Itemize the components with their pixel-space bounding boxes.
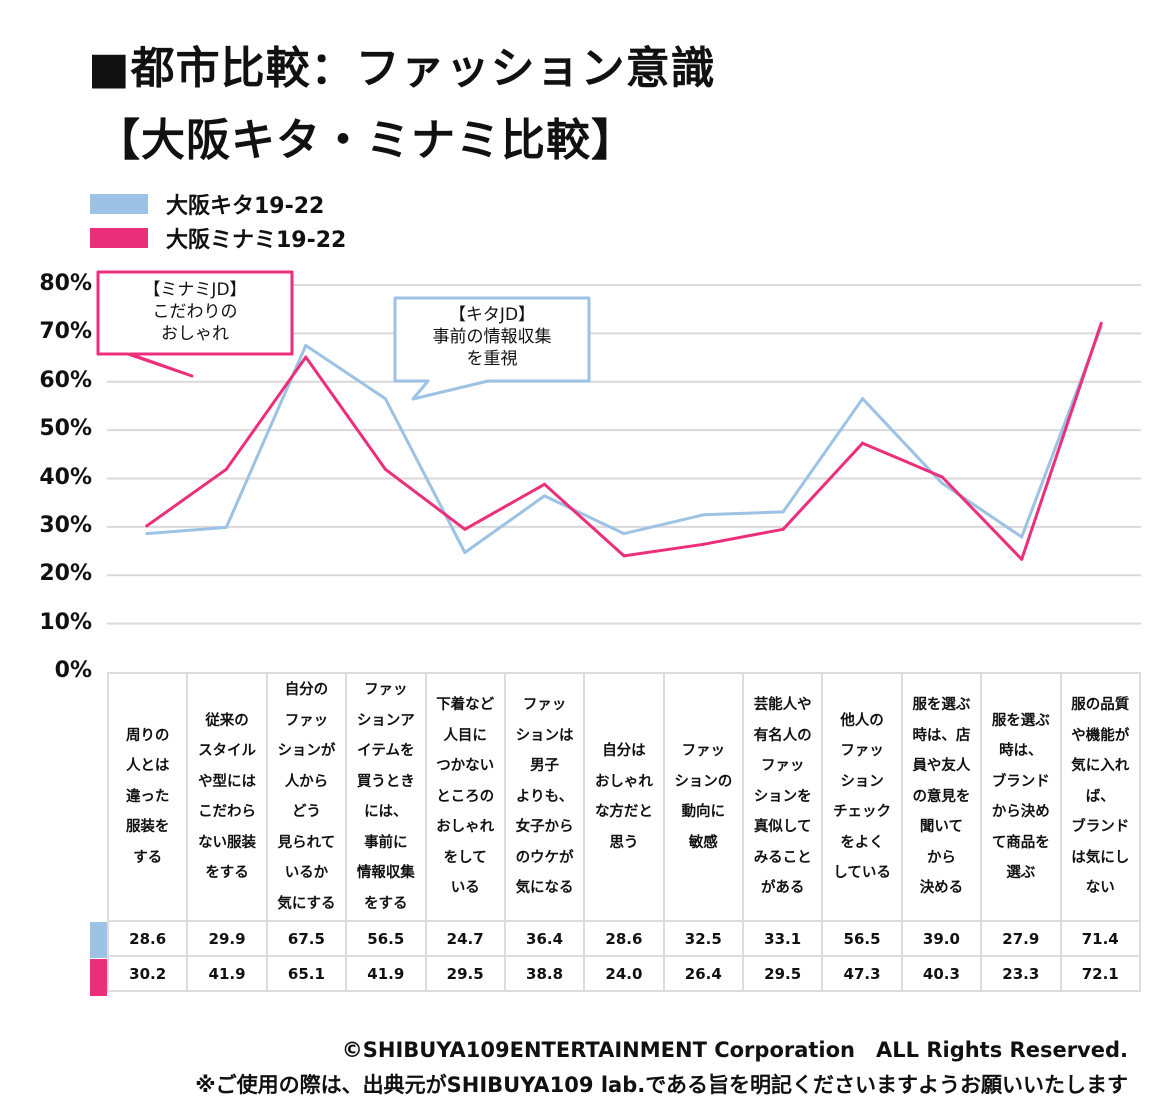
data-label: 72.1: [1059, 955, 1141, 992]
callout-kita-text: 【キタJD】 事前の情報収集 を重視: [432, 305, 552, 369]
table-row-minami: 30.2 41.9 65.1 41.9 29.5 38.8 24.0 26.4 29.5 47.3…: [106, 955, 1141, 992]
category-label: 自分の ファッ ションが 人から どう 見られて いるか 気にする: [265, 672, 348, 922]
data-point: [1099, 321, 1103, 325]
data-point: [463, 527, 467, 531]
data-point: [702, 542, 706, 546]
data-label: 29.5: [741, 955, 824, 992]
data-label: 41.9: [186, 955, 268, 992]
data-point: [383, 467, 387, 471]
data-point: [861, 397, 865, 401]
series-line-minami: [145, 322, 1103, 561]
data-point: [1020, 535, 1024, 539]
y-tick-label: 20%: [39, 561, 92, 587]
table-row-kita: 28.6 29.9 67.5 56.5 24.7 36.4 28.6 32.5 33.1 56.5…: [106, 920, 1141, 957]
data-point: [383, 397, 387, 401]
data-point: [1020, 557, 1024, 561]
legend-label-minami: 大阪ミナミ19-22: [166, 228, 347, 253]
data-point: [940, 481, 944, 485]
y-tick-label: 30%: [39, 512, 92, 538]
y-tick-label: 40%: [39, 464, 92, 490]
chart-title-line2: 【大阪キタ・ミナミ比較】: [96, 115, 636, 166]
data-label: 38.8: [503, 955, 586, 992]
series-line-kita: [146, 326, 1103, 554]
data-point: [622, 554, 626, 558]
data-label: 28.6: [106, 920, 189, 957]
data-point: [940, 475, 944, 479]
row-color-kita: [90, 922, 107, 958]
data-label: 32.5: [662, 920, 745, 957]
data-point: [781, 527, 785, 531]
category-label: 服を選ぶ 時は、店 員や友人 の意見を 聞いて から 決める: [900, 672, 983, 922]
category-label: 下着など 人目に つかない ところの おしゃれ をして いる: [424, 672, 506, 922]
data-point: [145, 532, 149, 536]
y-tick-label: 10%: [39, 609, 92, 635]
category-label: 自分は おしゃれ な方だと 思う: [583, 672, 665, 922]
data-label: 41.9: [345, 955, 427, 992]
copyright-text: ©SHIBUYA109ENTERTAINMENT Corporation ALL…: [341, 1038, 1128, 1062]
data-label: 47.3: [821, 955, 903, 992]
category-label: ファッ ションの 動向に 敏感: [662, 672, 745, 922]
category-label: 服を選ぶ 時は、 ブランド から決め て商品を 選ぶ: [980, 672, 1062, 922]
data-point: [145, 524, 149, 528]
category-label: ファッ ションは 男子 よりも、 女子から のウケが 気になる: [503, 672, 586, 922]
data-label: 39.0: [900, 920, 983, 957]
data-point: [622, 532, 626, 536]
legend-swatch-minami: [90, 228, 148, 248]
data-label: 56.5: [821, 920, 903, 957]
usage-note: ※ご使用の際は、出典元がSHIBUYA109 lab.である旨を明記くださいます…: [195, 1073, 1128, 1097]
category-header-row: 周りの 人とは 違った 服装を する 従来の スタイル や型には こだわら ない服…: [106, 672, 1141, 922]
chart-title-line1: ■都市比較：ファッション意識: [88, 43, 716, 94]
data-point: [304, 343, 308, 347]
data-label: 65.1: [265, 955, 348, 992]
category-label: 従来の スタイル や型には こだわら ない服装 をする: [186, 672, 268, 922]
data-point: [304, 355, 308, 359]
legend-item-minami: 大阪ミナミ19-22: [90, 222, 346, 254]
data-label: 30.2: [106, 955, 189, 992]
data-table: 周りの 人とは 違った 服装を する 従来の スタイル や型には こだわら ない服…: [106, 672, 1141, 992]
data-label: 26.4: [662, 955, 745, 992]
data-label: 24.7: [424, 920, 506, 957]
legend-item-kita: 大阪キタ19-22: [90, 188, 324, 220]
y-tick-label: 60%: [39, 367, 92, 393]
data-point: [861, 441, 865, 445]
y-tick-label: 50%: [39, 416, 92, 442]
callout-minami-bubble: [96, 270, 294, 378]
data-label: 67.5: [265, 920, 348, 957]
category-label: 芸能人や 有名人の ファッ ションを 真似して みること がある: [741, 672, 824, 922]
y-tick-label: 80%: [39, 271, 92, 296]
data-label: 27.9: [980, 920, 1062, 957]
data-point: [224, 467, 228, 471]
data-label: 29.5: [424, 955, 506, 992]
y-tick-label: 0%: [54, 658, 92, 683]
data-label: 24.0: [583, 955, 665, 992]
data-label: 71.4: [1059, 920, 1141, 957]
category-label: 周りの 人とは 違った 服装を する: [106, 672, 189, 922]
data-point: [542, 494, 546, 498]
data-point: [781, 510, 785, 514]
data-label: 36.4: [503, 920, 586, 957]
legend-label-kita: 大阪キタ19-22: [166, 194, 325, 219]
callout-minami-text: 【ミナミJD】 こだわりの おしゃれ: [143, 280, 247, 344]
legend-swatch-kita: [90, 194, 148, 214]
data-label: 28.6: [583, 920, 665, 957]
data-point: [463, 551, 467, 555]
data-label: 33.1: [741, 920, 824, 957]
category-label: 他人の ファッ ション チェック をよく している: [821, 672, 903, 922]
y-tick-label: 70%: [39, 319, 92, 345]
data-label: 23.3: [980, 955, 1062, 992]
category-label: ファッ ションア イテムを 買うとき には、 事前に 情報収集 をする: [345, 672, 427, 922]
data-point: [702, 513, 706, 517]
callout-kita-bubble: [393, 296, 591, 401]
category-label: 服の品質 や機能が 気に入れ ば、 ブランド は気にし ない: [1059, 672, 1141, 922]
data-point: [224, 525, 228, 529]
data-label: 29.9: [186, 920, 268, 957]
data-label: 40.3: [900, 955, 983, 992]
row-color-minami: [90, 959, 107, 996]
data-point: [542, 482, 546, 486]
data-label: 56.5: [345, 920, 427, 957]
